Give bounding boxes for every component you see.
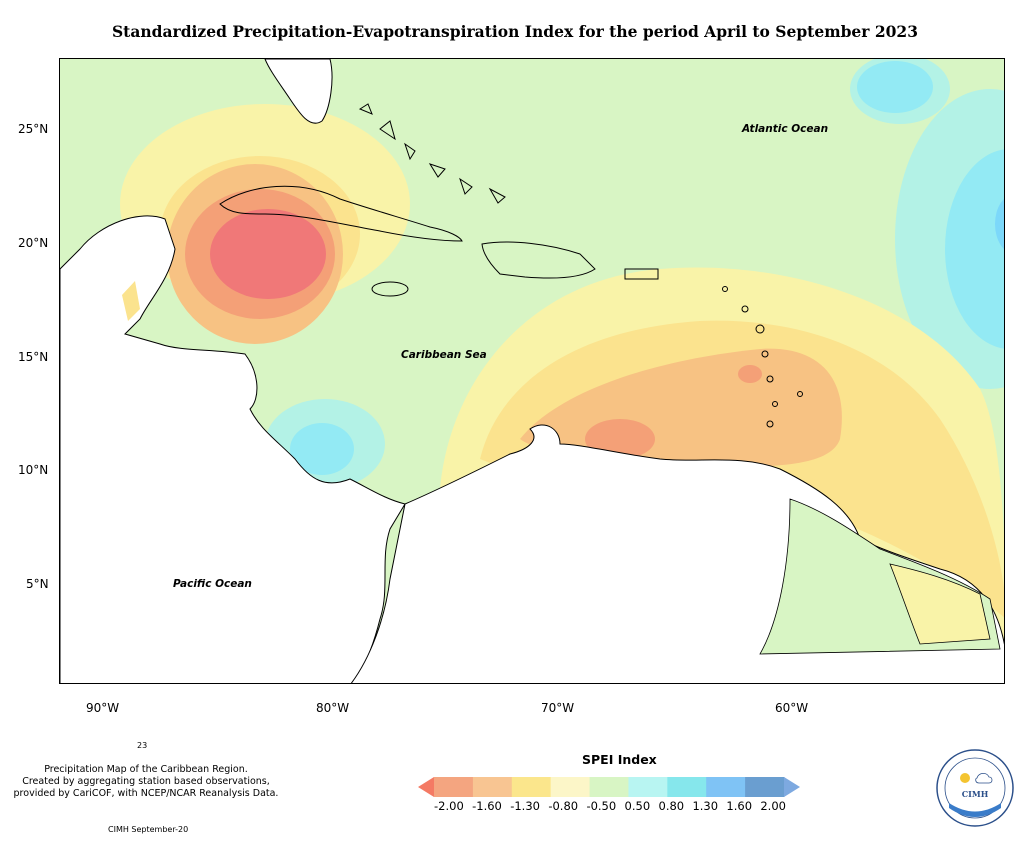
legend-tick: 1.30 bbox=[692, 799, 719, 813]
legend-swatch bbox=[784, 777, 800, 797]
legend-swatch bbox=[667, 777, 707, 797]
wet-zone-ne-inner bbox=[857, 61, 933, 113]
note-line-3: provided by CariCOF, with NCEP/NCAR Rean… bbox=[13, 788, 279, 799]
note-line-1: Precipitation Map of the Caribbean Regio… bbox=[44, 764, 248, 775]
legend-swatch bbox=[628, 777, 668, 797]
cloud-icon bbox=[975, 772, 993, 784]
puerto-rico-outline bbox=[624, 268, 659, 280]
legend-tick: 2.00 bbox=[760, 799, 786, 813]
legend-title: SPEI Index bbox=[582, 752, 657, 767]
legend-swatch bbox=[550, 777, 591, 797]
lat-label-5n: 5°N bbox=[26, 577, 49, 591]
pacific-ocean-label: Pacific Ocean bbox=[173, 578, 252, 590]
hispaniola-outline bbox=[481, 241, 596, 279]
dry-zone-lesser-antilles bbox=[738, 365, 762, 383]
lon-label-80w: 80°W bbox=[316, 701, 350, 715]
cuba-outline bbox=[219, 185, 463, 242]
legend-swatch bbox=[745, 777, 785, 797]
lat-label-25n: 25°N bbox=[18, 122, 49, 136]
note-line-2: Created by aggregating station based obs… bbox=[22, 776, 270, 787]
jamaica-outline bbox=[371, 281, 409, 297]
map-frame bbox=[59, 58, 1005, 684]
map-title: Standardized Precipitation-Evapotranspir… bbox=[111, 22, 918, 41]
lon-label-60w: 60°W bbox=[775, 701, 809, 715]
suriname-dry bbox=[889, 563, 991, 645]
legend-colorbar bbox=[418, 777, 800, 797]
lon-label-70w: 70°W bbox=[541, 701, 575, 715]
footer-small-number: 23 bbox=[137, 741, 148, 750]
lat-label-20n: 20°N bbox=[18, 236, 49, 250]
footer-credit: CIMH September-20 bbox=[108, 825, 189, 834]
legend-swatch bbox=[589, 777, 629, 797]
legend-swatch bbox=[418, 777, 434, 797]
wet-zone-panama-inner bbox=[290, 423, 354, 475]
footer-note: Precipitation Map of the Caribbean Regio… bbox=[0, 764, 292, 800]
florida-land bbox=[264, 59, 333, 124]
central-america-land bbox=[60, 215, 406, 683]
legend-tick: 1.60 bbox=[726, 799, 753, 813]
lat-label-15n: 15°N bbox=[18, 350, 49, 364]
legend-swatch bbox=[706, 777, 746, 797]
spei-map bbox=[60, 59, 1004, 683]
wet-zone-east-core bbox=[995, 198, 1004, 250]
legend-ticks: -2.00 -1.60 -1.30 -0.80 -0.50 0.50 0.80 … bbox=[434, 799, 786, 813]
sun-icon bbox=[960, 773, 970, 783]
dry-zone-se-severe bbox=[585, 419, 655, 459]
lat-label-10n: 10°N bbox=[18, 463, 49, 477]
legend-swatch bbox=[434, 777, 474, 797]
dry-zone-yucatan bbox=[122, 281, 140, 321]
cimh-logo: CIMH bbox=[936, 749, 1014, 827]
legend-swatch bbox=[472, 777, 513, 797]
legend-tick: 0.80 bbox=[658, 799, 685, 813]
lesser-antilles bbox=[722, 286, 803, 428]
bahamas-islands bbox=[358, 103, 506, 204]
caribbean-sea-label: Caribbean Sea bbox=[401, 349, 487, 361]
legend-swatch bbox=[511, 777, 552, 797]
legend-tick: 0.50 bbox=[624, 799, 651, 813]
logo-text: CIMH bbox=[962, 789, 989, 799]
legend-tick: -0.80 bbox=[548, 799, 579, 813]
dry-zone-cuba-extreme bbox=[210, 209, 326, 299]
legend-tick: -2.00 bbox=[434, 799, 464, 813]
legend-tick: -0.50 bbox=[586, 799, 617, 813]
wave-icon bbox=[949, 803, 1001, 817]
lon-label-90w: 90°W bbox=[86, 701, 120, 715]
atlantic-ocean-label: Atlantic Ocean bbox=[742, 123, 829, 135]
legend-tick: -1.60 bbox=[472, 799, 502, 813]
legend-tick: -1.30 bbox=[510, 799, 540, 813]
wet-zone-east-mid bbox=[945, 149, 1004, 349]
